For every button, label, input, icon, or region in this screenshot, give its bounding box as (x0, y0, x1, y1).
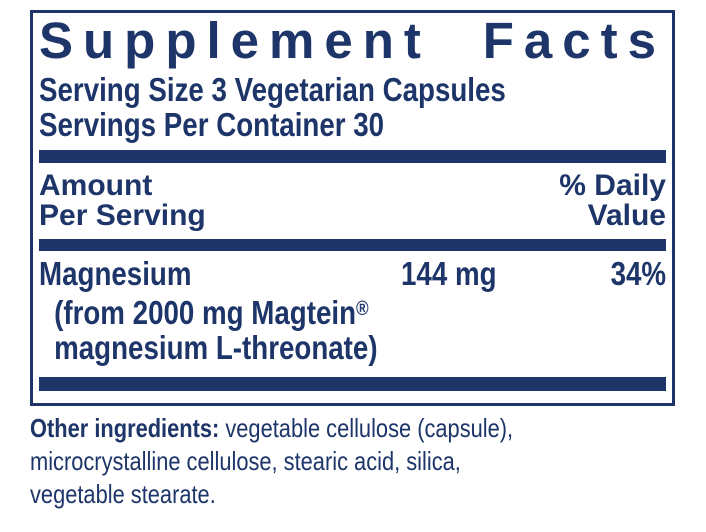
daily-value-header: % Daily Value (559, 171, 666, 231)
divider-bar-top (39, 150, 666, 163)
nutrient-row-magnesium: Magnesium 144 mg 34% (from 2000 mg Magte… (39, 256, 666, 365)
other-ingredients-section: Other ingredients: vegetable cellulose (… (30, 412, 706, 511)
nutrient-name: Magnesium (39, 255, 192, 292)
divider-bar-bottom (39, 377, 666, 392)
serving-info: Serving Size 3 Vegetarian Capsules Servi… (39, 72, 666, 142)
amount-per-serving-header: Amount Per Serving (39, 171, 206, 231)
amount-header-line2: Per Serving (39, 199, 206, 232)
nutrient-source-line1: (from 2000 mg Magtein® (39, 291, 566, 330)
nutrient-daily-value-cell: 34% (571, 256, 666, 291)
divider-bar-middle (39, 239, 666, 251)
registered-trademark-symbol: ® (356, 297, 369, 320)
column-header-row: Amount Per Serving % Daily Value (39, 171, 666, 231)
supplement-facts-panel: Supplement Facts Serving Size 3 Vegetari… (30, 10, 675, 407)
other-ingredients-line1: Other ingredients: vegetable cellulose (… (30, 412, 706, 445)
daily-value-header-line1: % Daily (559, 169, 666, 202)
daily-value-header-line2: Value (587, 199, 666, 232)
other-ingredients-line3: vegetable stearate. (30, 479, 216, 509)
other-ingredients-line2: microcrystalline cellulose, stearic acid… (30, 446, 461, 476)
nutrient-main-line: Magnesium 144 mg 34% (39, 256, 666, 291)
servings-per-container-line: Servings Per Container 30 (39, 106, 385, 143)
nutrient-amount-cell: 144 mg (401, 256, 571, 291)
amount-header-line1: Amount (39, 169, 153, 202)
supplement-facts-title: Supplement Facts (39, 12, 666, 69)
other-ingredients-label: Other ingredients: (30, 413, 220, 443)
nutrient-source-text: (from 2000 mg Magtein (54, 294, 357, 332)
nutrient-amount: 144 mg (401, 255, 497, 292)
nutrient-name-cell: Magnesium (39, 256, 401, 291)
serving-size-line: Serving Size 3 Vegetarian Capsules (39, 71, 506, 108)
nutrient-source-line2: magnesium L-threonate) (54, 329, 378, 367)
other-ingredients-line1-text: vegetable cellulose (capsule), (219, 413, 514, 443)
nutrient-daily-value: 34% (610, 255, 666, 292)
